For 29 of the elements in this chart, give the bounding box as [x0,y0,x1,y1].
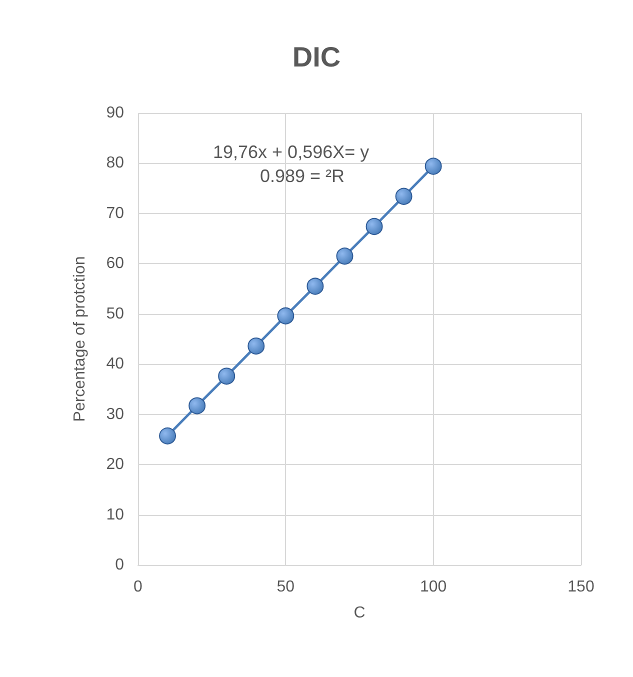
y-tick-label: 70 [106,204,124,222]
x-axis-title: C [354,604,366,622]
point [424,158,442,175]
x-tick-label: 100 [420,578,447,596]
y-tick-label: 10 [106,506,124,524]
y-tick-label: 60 [106,255,124,272]
point [218,368,236,385]
point [188,397,206,414]
annotation: 19,76x + 0,596X= y [213,142,370,162]
point [306,278,324,295]
x-tick-label: 50 [276,578,295,596]
y-tick-label: 40 [106,356,124,373]
chart-title: DIC [292,42,341,72]
point [277,307,294,324]
y-tick-label: 50 [106,305,124,322]
point [248,338,265,355]
point [159,427,176,444]
point [395,188,412,205]
y-tick-label: 90 [106,104,124,122]
y-axis-title: Percentage of protction [72,256,88,422]
y-tick-label: 30 [106,406,124,423]
point [366,218,383,235]
annotation: 0.989 = ²R [260,166,345,186]
y-tick-label: 20 [106,456,124,474]
y-tick-label: 80 [106,154,124,172]
point [336,248,354,265]
y-tick-label: 0 [115,556,124,574]
x-tick-label: 150 [568,578,594,596]
x-tick-label: 0 [134,578,143,596]
